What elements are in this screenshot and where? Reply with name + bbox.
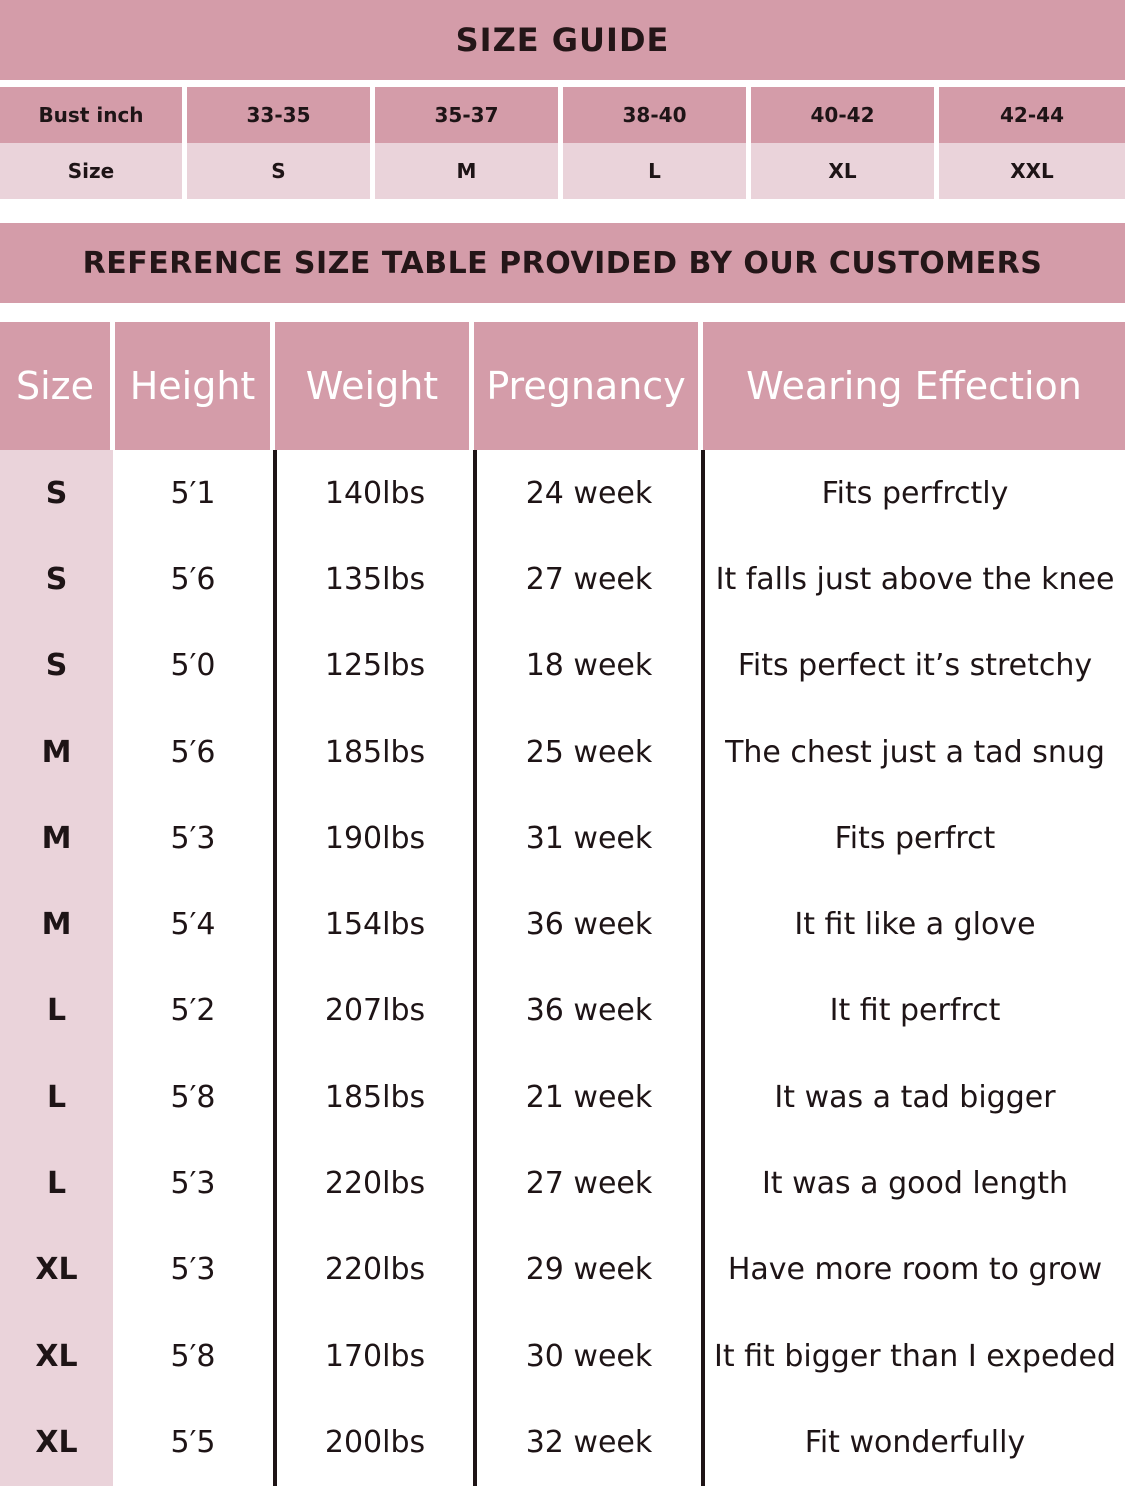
bust-row: Bust inch 33-35 35-37 38-40 40-42 42-44: [0, 87, 1125, 143]
cell-weight: 185lbs: [273, 708, 473, 796]
cell-wearing-effection: The chest just a tad snug: [701, 708, 1125, 796]
cell-weight: 125lbs: [273, 622, 473, 709]
bust-cell: 33-35: [187, 87, 370, 143]
cell-weight: 200lbs: [273, 1399, 473, 1486]
table-row: XL 5′3 220lbs 29 week Have more room to grow: [0, 1226, 1125, 1313]
table-row: M 5′6 185lbs 25 week The chest just a tad sn…: [0, 708, 1125, 796]
size-cell: S: [187, 143, 370, 199]
header-pregnancy: Pregnancy: [474, 322, 698, 450]
reference-rows: S 5′1 140lbs 24 week Fits perfrctly S 5′6 135lb…: [0, 450, 1125, 1486]
table-row: S 5′1 140lbs 24 week Fits perfrctly: [0, 450, 1125, 537]
size-cell: M: [375, 143, 558, 199]
cell-weight: 135lbs: [273, 536, 473, 623]
cell-weight: 220lbs: [273, 1226, 473, 1313]
cell-height: 5′1: [170, 475, 216, 511]
cell-size: L: [0, 1140, 113, 1227]
cell-size: L: [0, 967, 113, 1055]
reference-table-title: REFERENCE SIZE TABLE PROVIDED BY OUR CUS…: [0, 223, 1125, 303]
cell-wearing-effection: Fits perfect it’s stretchy: [701, 622, 1125, 709]
cell-wearing-effection: It fit perfrct: [701, 967, 1125, 1055]
cell-size: XL: [0, 1312, 113, 1400]
cell-weight: 190lbs: [273, 795, 473, 882]
cell-weight: 207lbs: [273, 967, 473, 1055]
cell-size: S: [0, 450, 113, 537]
table-row: XL 5′8 170lbs 30 week It fit bigger than I e…: [0, 1312, 1125, 1400]
bust-label: Bust inch: [0, 87, 182, 143]
cell-wearing-effection: It fit like a glove: [701, 881, 1125, 968]
bust-cell: 40-42: [751, 87, 934, 143]
bust-cell: 38-40: [563, 87, 746, 143]
cell-pregnancy: 24 week: [473, 450, 701, 537]
header-weight: Weight: [275, 322, 469, 450]
cell-height: 5′0: [170, 648, 216, 684]
cell-height: 5′8: [170, 1079, 216, 1115]
size-guide-table: Bust inch 33-35 35-37 38-40 40-42 42-44 …: [0, 87, 1125, 199]
cell-pregnancy: 27 week: [473, 536, 701, 623]
cell-size: XL: [0, 1226, 113, 1313]
cell-height: 5′2: [170, 993, 216, 1029]
cell-wearing-effection: Fits perfrct: [701, 795, 1125, 882]
cell-height: 5′8: [170, 1338, 216, 1374]
cell-wearing-effection: It was a good length: [701, 1140, 1125, 1227]
size-cell: XL: [751, 143, 934, 199]
cell-height: 5′5: [170, 1424, 216, 1460]
header-size: Size: [0, 322, 110, 450]
cell-pregnancy: 27 week: [473, 1140, 701, 1227]
reference-table: Size Height Weight Pregnancy Wearing Eff…: [0, 322, 1125, 1486]
header-wearing-effection: Wearing Effection: [703, 322, 1125, 450]
table-row: S 5′0 125lbs 18 week Fits perfect it’s stret…: [0, 622, 1125, 709]
reference-header-row: Size Height Weight Pregnancy Wearing Eff…: [0, 322, 1125, 450]
table-row: XL 5′5 200lbs 32 week Fit wonderfully: [0, 1399, 1125, 1486]
cell-size: M: [0, 795, 113, 882]
cell-pregnancy: 36 week: [473, 881, 701, 968]
size-cell: L: [563, 143, 746, 199]
cell-pregnancy: 32 week: [473, 1399, 701, 1486]
cell-size: L: [0, 1054, 113, 1141]
cell-wearing-effection: Have more room to grow: [701, 1226, 1125, 1313]
table-row: L 5′8 185lbs 21 week It was a tad bigger: [0, 1054, 1125, 1141]
size-guide-title: SIZE GUIDE: [0, 0, 1125, 80]
cell-height: 5′4: [170, 907, 216, 943]
cell-wearing-effection: It fit bigger than I expeded: [701, 1312, 1125, 1400]
cell-pregnancy: 36 week: [473, 967, 701, 1055]
cell-size: S: [0, 536, 113, 623]
cell-weight: 140lbs: [273, 450, 473, 537]
cell-height: 5′6: [170, 734, 216, 770]
cell-size: XL: [0, 1399, 113, 1486]
cell-wearing-effection: It was a tad bigger: [701, 1054, 1125, 1141]
table-row: M 5′3 190lbs 31 week Fits perfrct: [0, 795, 1125, 882]
bust-cell: 42-44: [939, 87, 1125, 143]
cell-height: 5′6: [170, 561, 216, 597]
table-row: M 5′4 154lbs 36 week It fit like a glove: [0, 881, 1125, 968]
cell-pregnancy: 18 week: [473, 622, 701, 709]
cell-pregnancy: 21 week: [473, 1054, 701, 1141]
cell-wearing-effection: It falls just above the knee: [701, 536, 1125, 623]
size-row: Size S M L XL XXL: [0, 143, 1125, 199]
table-row: S 5′6 135lbs 27 week It falls just above the…: [0, 536, 1125, 623]
bust-cell: 35-37: [375, 87, 558, 143]
cell-pregnancy: 30 week: [473, 1312, 701, 1400]
cell-pregnancy: 29 week: [473, 1226, 701, 1313]
cell-pregnancy: 25 week: [473, 708, 701, 796]
cell-size: M: [0, 881, 113, 968]
cell-size: S: [0, 622, 113, 709]
cell-height: 5′3: [170, 820, 216, 856]
cell-pregnancy: 31 week: [473, 795, 701, 882]
cell-weight: 185lbs: [273, 1054, 473, 1141]
cell-weight: 154lbs: [273, 881, 473, 968]
cell-wearing-effection: Fit wonderfully: [701, 1399, 1125, 1486]
cell-height: 5′3: [170, 1166, 216, 1202]
size-cell: XXL: [939, 143, 1125, 199]
table-row: L 5′3 220lbs 27 week It was a good length: [0, 1140, 1125, 1227]
cell-height: 5′3: [170, 1252, 216, 1288]
cell-weight: 170lbs: [273, 1312, 473, 1400]
cell-size: M: [0, 708, 113, 796]
header-height: Height: [115, 322, 270, 450]
cell-weight: 220lbs: [273, 1140, 473, 1227]
cell-wearing-effection: Fits perfrctly: [701, 450, 1125, 537]
size-label: Size: [0, 143, 182, 199]
table-row: L 5′2 207lbs 36 week It fit perfrct: [0, 967, 1125, 1055]
